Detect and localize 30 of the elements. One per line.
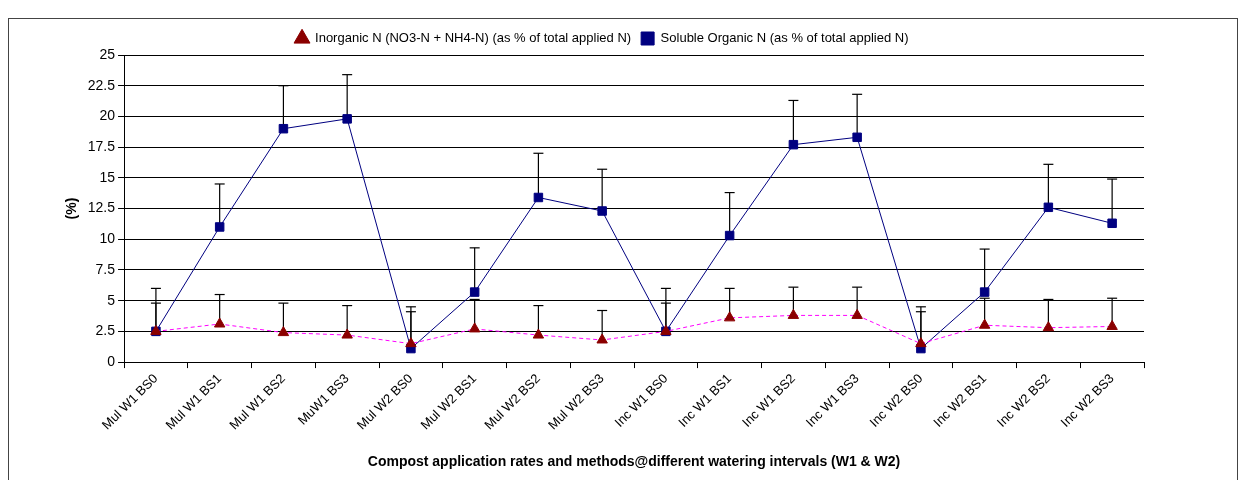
x-tick-label: Inc W1 BS0 xyxy=(611,370,671,430)
x-axis-title: Compost application rates and methods@different watering intervals (W1 & W2) xyxy=(367,453,901,470)
x-tick-label: Inc W1 BS3 xyxy=(802,370,862,430)
y-tick-label: 5 xyxy=(107,291,116,308)
y-tick-label: 10 xyxy=(99,230,116,247)
x-tick-label: Inc W2 BS3 xyxy=(1057,370,1117,430)
y-tick-label: 22.5 xyxy=(87,76,116,93)
x-tick-label: Mul W2 BS3 xyxy=(545,370,607,433)
x-tick-label: Inc W1 BS1 xyxy=(675,370,735,430)
y-tick-label: 0 xyxy=(107,352,116,369)
y-tick-label: 12.5 xyxy=(87,199,116,216)
x-tick-label: Inc W1 BS2 xyxy=(738,370,799,430)
x-tick-label: Inc W2 BS2 xyxy=(993,370,1054,430)
x-tick-label: Mul W2 BS2 xyxy=(481,370,544,433)
legend-label: Inorganic N (NO3-N + NH4-N) (as % of total applied N) xyxy=(315,30,632,46)
y-tick-label: 2.5 xyxy=(95,322,116,339)
y-tick-label: 20 xyxy=(99,107,116,124)
y-tick-label: 15 xyxy=(99,168,116,185)
x-tick-label: Inc W2 BS1 xyxy=(930,370,990,430)
x-tick-label: Mul W1 BS2 xyxy=(226,370,289,433)
x-tick-label: Mul W1 BS0 xyxy=(98,370,161,433)
y-axis-title: (%) xyxy=(63,197,80,220)
y-tick-label: 25 xyxy=(99,45,116,62)
y-tick-label: 17.5 xyxy=(87,137,116,154)
y-tick-label: 7.5 xyxy=(95,260,116,277)
x-tick-label: Mul W2 BS1 xyxy=(417,370,480,433)
x-tick-label: Inc W2 BS0 xyxy=(866,370,926,430)
x-tick-label: Mul W2 BS0 xyxy=(353,370,416,433)
x-tick-label: Mul W1 BS1 xyxy=(162,370,225,433)
legend-label: Soluble Organic N (as % of total applied N) xyxy=(660,30,909,46)
